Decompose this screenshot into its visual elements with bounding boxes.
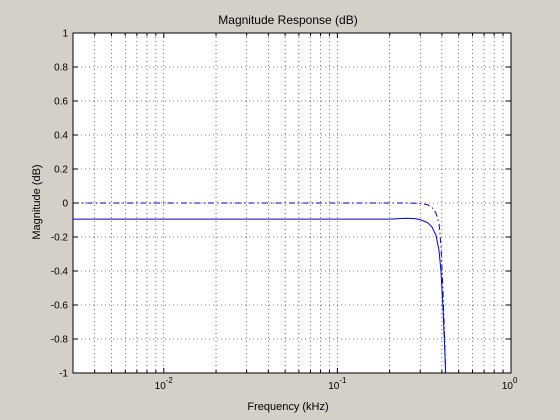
y-tick-label: -1	[59, 369, 68, 380]
y-tick-label: 0.2	[54, 165, 68, 176]
y-tick-label: 0.6	[54, 97, 68, 108]
x-tick-label: 100	[502, 376, 518, 392]
y-tick-label: 0.4	[54, 131, 68, 142]
x-tick-exponent: -1	[339, 376, 347, 385]
chart-title: Magnitude Response (dB)	[218, 13, 357, 27]
y-tick-label: 0	[62, 199, 68, 210]
y-tick-label: -0.4	[51, 267, 69, 278]
x-tick-base: 10	[502, 381, 514, 392]
x-tick-base: 10	[155, 381, 167, 392]
x-axis-label: Frequency (kHz)	[247, 401, 328, 413]
y-tick-label: -0.8	[51, 335, 69, 346]
x-tick-base: 10	[328, 381, 340, 392]
x-tick-exponent: -2	[166, 376, 174, 385]
y-tick-label: -0.6	[51, 301, 69, 312]
tick-marks	[72, 32, 512, 374]
y-axis-label: Magnitude (dB)	[31, 164, 43, 239]
series-line-1	[73, 202, 447, 373]
y-tick-labels: 1 0.8 0.6 0.4 0.2 0 -0.2 -0.4 -0.6 -0.8 -1	[51, 29, 69, 380]
y-tick-label: 0.8	[54, 63, 68, 74]
series-layer	[73, 202, 447, 373]
x-tick-exponent: 0	[513, 376, 518, 385]
x-tick-label: 10-1	[328, 376, 347, 392]
x-tick-label: 10-2	[155, 376, 174, 392]
series-line-2	[73, 217, 447, 373]
y-tick-label: -0.2	[51, 233, 69, 244]
grid	[73, 33, 511, 373]
y-tick-label: 1	[62, 29, 68, 40]
